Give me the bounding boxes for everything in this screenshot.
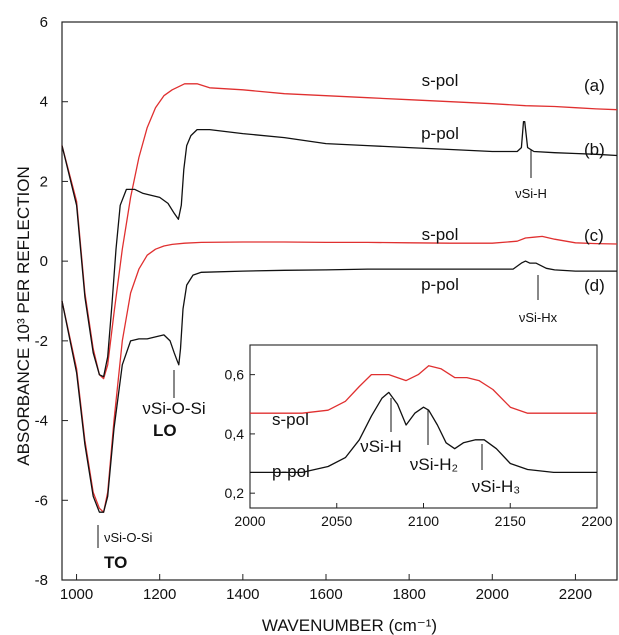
inset-x-tick-label: 2100 <box>408 513 439 529</box>
annotation-label: νSi-O-Si <box>142 399 205 418</box>
y-tick-label: -4 <box>35 413 48 430</box>
annotation-label: νSi-H <box>515 186 547 201</box>
inset-y-tick-label: 0,6 <box>225 367 245 383</box>
inset-series-line <box>250 391 597 474</box>
inset-x-tick-label: 2200 <box>581 513 612 529</box>
main-plot: 1000 1200 1400 1600 1800 2000 2200 -8 -6 -4 -2 0 2 4 6… <box>14 14 618 635</box>
inset-annotation-label: νSi-H₃ <box>472 477 520 496</box>
annotation-label: νSi-Hx <box>519 310 558 325</box>
series-tag: (b) <box>584 140 605 159</box>
y-tick-label: 0 <box>40 253 48 270</box>
x-tick-label: 1800 <box>392 586 425 603</box>
x-axis-title: WAVENUMBER (cm⁻¹) <box>262 616 437 635</box>
x-tick-label: 1000 <box>60 586 93 603</box>
y-tick-label: -8 <box>35 572 48 589</box>
inset-y-tick-label: 0,2 <box>225 485 245 501</box>
y-tick-label: 4 <box>40 94 48 111</box>
inset-annotation-label: νSi-H <box>360 437 402 456</box>
inset-series-label: s-pol <box>272 410 309 429</box>
series-line <box>61 260 617 513</box>
chart-labels: s-pol (a) p-pol (b) s-pol (c) p-pol (d) νSi-H νSi… <box>97 71 605 572</box>
series-line <box>61 120 618 378</box>
inset-y-tick-label: 0,4 <box>225 426 245 442</box>
series-tag: (c) <box>584 226 604 245</box>
series-label: p-pol <box>421 124 459 143</box>
inset-x-tick-label: 2150 <box>495 513 526 529</box>
series-line <box>61 83 618 380</box>
inset-background <box>198 343 605 542</box>
series-tag: (d) <box>584 276 605 295</box>
x-tick-label: 1400 <box>226 586 259 603</box>
inset-series-line <box>250 365 597 414</box>
series-label: p-pol <box>421 275 459 294</box>
y-tick-label: 2 <box>40 173 48 190</box>
inset-x-tick-label: 2050 <box>321 513 352 529</box>
annotation-label: LO <box>153 421 177 440</box>
annotation-label: νSi-O-Si <box>104 530 153 545</box>
inset-plot: 2000 2050 2100 2150 2200 0,2 0,4 0,6 s-pol p-pol ν… <box>198 343 613 542</box>
y-axis-title: ABSORBANCE 10³ PER REFLECTION <box>14 166 33 465</box>
x-tick-label: 2000 <box>476 586 509 603</box>
y-tick-label: -6 <box>35 492 48 509</box>
y-tick-label: 6 <box>40 14 48 31</box>
annotation-label: TO <box>104 553 127 572</box>
series-label: s-pol <box>422 71 459 90</box>
series-tag: (a) <box>584 76 605 95</box>
y-tick-label: -2 <box>35 333 48 350</box>
inset-annotation-label: νSi-H₂ <box>410 455 458 474</box>
x-tick-label: 1200 <box>143 586 176 603</box>
x-tick-label: 1600 <box>309 586 342 603</box>
inset-x-tick-label: 2000 <box>234 513 265 529</box>
x-tick-label: 2200 <box>559 586 592 603</box>
inset-series-label: p-pol <box>272 462 310 481</box>
series-label: s-pol <box>422 225 459 244</box>
